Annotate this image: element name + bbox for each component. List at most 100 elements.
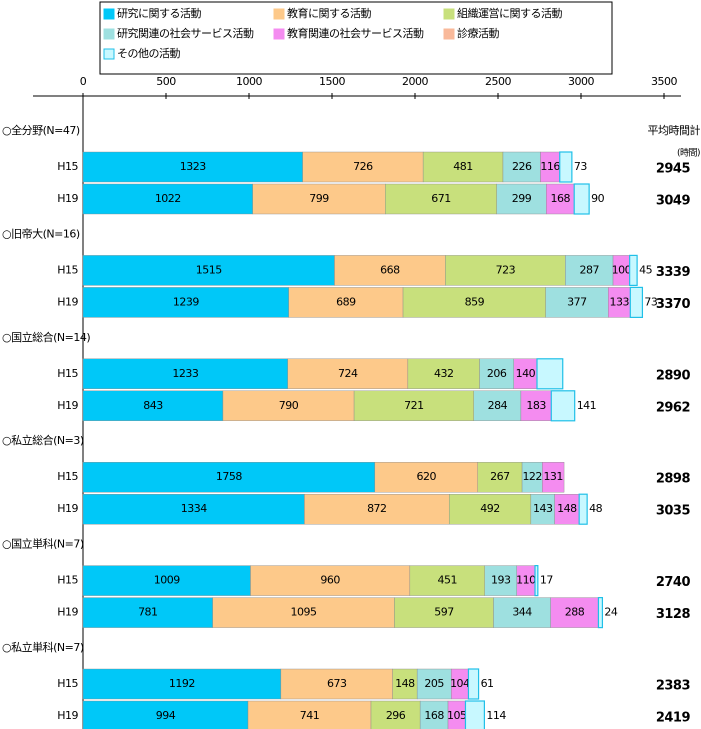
data-label: 141 <box>577 399 597 412</box>
data-label: 296 <box>386 709 406 722</box>
y-tick-label: H19 <box>57 606 78 619</box>
data-label: 689 <box>336 295 356 308</box>
total-label: 3339 <box>656 265 691 280</box>
data-label: 105 <box>447 709 467 722</box>
bar-segment <box>422 151 504 183</box>
data-label: 17 <box>540 574 553 587</box>
bar-segment <box>496 183 547 215</box>
bar-segment <box>334 255 446 286</box>
data-label: 122 <box>522 470 542 483</box>
bar-segment <box>445 255 566 286</box>
data-label: 432 <box>434 367 454 380</box>
bar-segment <box>545 287 609 318</box>
data-label: 133 <box>610 295 630 308</box>
data-label: 723 <box>496 263 516 276</box>
x-tick-label: 2500 <box>485 75 511 88</box>
legend-label: 組織運営に関する活動 <box>457 6 562 20</box>
y-tick-label: H19 <box>57 502 78 515</box>
bar-segment <box>374 462 478 493</box>
data-label: 193 <box>491 574 511 587</box>
bar-segment <box>302 151 424 183</box>
data-label: 668 <box>380 263 400 276</box>
x-tick-label: 0 <box>80 75 87 88</box>
data-label: 143 <box>533 502 553 515</box>
legend-label: 研究に関する活動 <box>117 6 201 20</box>
total-label: 2740 <box>656 575 691 590</box>
group-label: ○国立単科(N=7) <box>2 537 84 551</box>
bar-segment <box>573 183 590 215</box>
data-label: 451 <box>438 574 458 587</box>
bar-segment <box>304 494 450 525</box>
bar-segment <box>82 255 335 286</box>
bar-segment <box>394 597 494 628</box>
bar-segment <box>448 494 532 525</box>
legend-swatch <box>273 8 285 20</box>
total-label: 3035 <box>656 504 691 519</box>
group-label: ○私立総合(N=3) <box>2 433 84 447</box>
data-label: 148 <box>557 502 577 515</box>
data-label: 140 <box>516 367 536 380</box>
data-label: 226 <box>512 160 532 173</box>
data-label: 45 <box>639 263 652 276</box>
bar-segment <box>252 183 386 215</box>
totals-unit: (時間) <box>677 148 700 159</box>
data-label: 843 <box>143 399 163 412</box>
data-label: 1334 <box>181 502 207 515</box>
data-label: 673 <box>327 677 347 690</box>
data-label: 994 <box>156 709 176 722</box>
y-tick-label: H19 <box>57 192 78 205</box>
bar-segment <box>493 597 551 628</box>
bar-segment <box>288 287 404 318</box>
data-label: 671 <box>431 192 451 205</box>
data-label: 48 <box>589 502 602 515</box>
data-label: 183 <box>526 399 546 412</box>
data-label: 110 <box>516 574 536 587</box>
data-label: 104 <box>450 677 470 690</box>
bar-segment <box>409 565 485 596</box>
bar-segment <box>550 597 599 628</box>
bar-segment <box>407 358 480 389</box>
data-label: 116 <box>540 160 560 173</box>
group-label: ○旧帝大(N=16) <box>2 226 80 240</box>
x-tick-label: 3500 <box>651 75 677 88</box>
x-tick-label: 1500 <box>319 75 345 88</box>
bar-segment <box>82 565 251 596</box>
bar-segment <box>280 668 393 700</box>
x-tick-label: 2000 <box>402 75 428 88</box>
data-label: 114 <box>486 709 506 722</box>
bar-segment <box>247 700 372 729</box>
data-label: 1022 <box>155 192 181 205</box>
data-label: 872 <box>367 502 387 515</box>
bar-segment <box>484 565 517 596</box>
bar-segment <box>534 564 539 597</box>
bar-segment <box>222 390 355 421</box>
legend-swatch <box>273 28 285 40</box>
y-tick-label: H15 <box>57 470 78 483</box>
totals-title: 平均時間計 <box>648 123 701 137</box>
y-tick-label: H19 <box>57 399 78 412</box>
data-label: 1192 <box>169 677 195 690</box>
data-label: 206 <box>487 367 507 380</box>
bar-segment <box>542 462 565 493</box>
legend-swatch <box>443 8 455 20</box>
bar-segment <box>550 390 576 422</box>
data-label: 288 <box>565 606 585 619</box>
data-label: 100 <box>612 263 632 276</box>
legend-label: その他の活動 <box>117 46 180 60</box>
bar-segment <box>82 151 303 183</box>
bar-segment <box>467 668 480 700</box>
legend-swatch <box>103 8 115 20</box>
bar-segment <box>82 597 213 628</box>
legend-label: 研究関連の社会サービス活動 <box>117 26 254 40</box>
legend-label: 診療活動 <box>457 26 499 40</box>
data-label: 1515 <box>196 263 222 276</box>
data-label: 1095 <box>291 606 317 619</box>
total-label: 3049 <box>656 194 691 209</box>
total-label: 3370 <box>656 297 691 312</box>
data-label: 73 <box>644 295 657 308</box>
x-tick-label: 500 <box>156 75 176 88</box>
bar-segment <box>82 668 282 700</box>
y-tick-label: H15 <box>57 263 78 276</box>
bar-segment <box>250 565 411 596</box>
